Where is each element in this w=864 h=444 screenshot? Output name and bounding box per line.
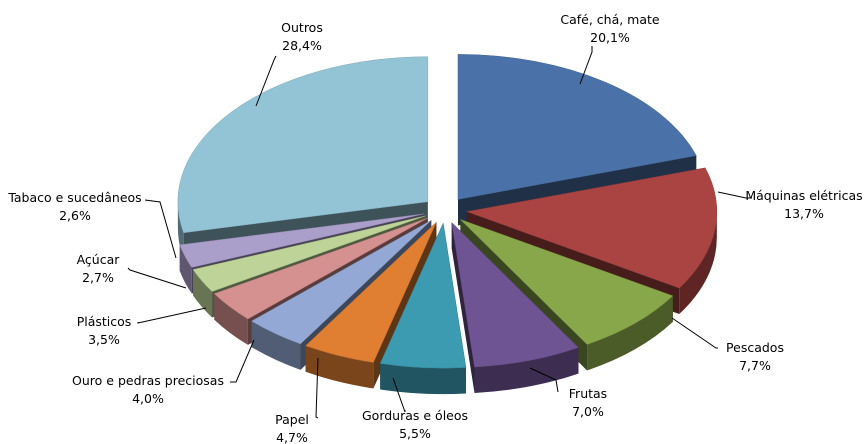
slice-value-4: 7,0% <box>572 404 604 419</box>
pie-slice-11 <box>177 56 429 233</box>
slice-value-11: 28,4% <box>282 38 322 53</box>
pie-slice-10 <box>179 213 425 268</box>
slice-rim-3-1 <box>587 295 673 371</box>
leader-line-3 <box>671 317 718 349</box>
leader-line-8 <box>137 307 207 324</box>
slice-label-7: Ouro e pedras preciosas <box>72 373 224 388</box>
slice-label-9: Açúcar <box>77 252 121 267</box>
pie-slice-3 <box>460 219 674 345</box>
slice-label-1: Café, chá, mate <box>560 12 660 27</box>
slice-label-11: Outros <box>281 20 323 35</box>
slice-value-6: 4,7% <box>276 430 308 444</box>
slice-rim-10-1 <box>179 244 192 294</box>
slice-rim-4-1 <box>474 347 579 393</box>
slice-label-4: Frutas <box>569 386 607 401</box>
leader-line-5 <box>392 377 406 413</box>
slice-label-6: Papel <box>275 412 309 427</box>
slice-value-9: 2,7% <box>82 270 114 285</box>
slice-label-5: Gorduras e óleos <box>362 408 468 423</box>
slice-label-3: Pescados <box>726 340 784 355</box>
slice-value-10: 2,6% <box>59 208 91 223</box>
slice-value-2: 13,7% <box>784 206 824 221</box>
leader-line-10 <box>144 199 177 259</box>
pie-slice-2 <box>465 167 718 289</box>
leader-line-2 <box>717 191 752 199</box>
slice-rim-7-1 <box>251 321 301 370</box>
slice-value-5: 5,5% <box>399 426 431 441</box>
slice-value-7: 4,0% <box>132 391 164 406</box>
leader-line-9 <box>127 267 187 289</box>
slice-rim-2-1 <box>679 211 717 315</box>
pie-slice-8 <box>213 217 428 320</box>
pie-slice-6 <box>305 221 437 363</box>
slice-label-10: Tabaco e sucedâneos <box>7 190 141 205</box>
slice-label-8: Plásticos <box>77 314 132 329</box>
leader-line-1 <box>579 46 593 85</box>
slice-rim-8-1 <box>214 293 248 345</box>
leader-line-6 <box>315 357 319 419</box>
leader-line-7 <box>230 339 255 383</box>
pie-slice-7 <box>251 220 432 345</box>
leader-line-11 <box>255 55 277 107</box>
slice-rim-6-1 <box>305 345 374 389</box>
slice-rim-9-1 <box>193 269 213 318</box>
slice-value-8: 3,5% <box>88 332 120 347</box>
slice-value-3: 7,7% <box>739 358 771 373</box>
pie-slice-5 <box>379 222 467 369</box>
leader-line-4 <box>529 367 559 393</box>
pie-slice-9 <box>192 215 426 292</box>
slice-rim-5-1 <box>380 363 466 395</box>
pie-slice-4 <box>451 221 579 368</box>
slice-label-2: Máquinas elétricas <box>745 188 862 203</box>
pie-slice-1 <box>457 54 697 200</box>
slice-side-4-2 <box>451 222 475 393</box>
slice-value-1: 20,1% <box>590 30 630 45</box>
